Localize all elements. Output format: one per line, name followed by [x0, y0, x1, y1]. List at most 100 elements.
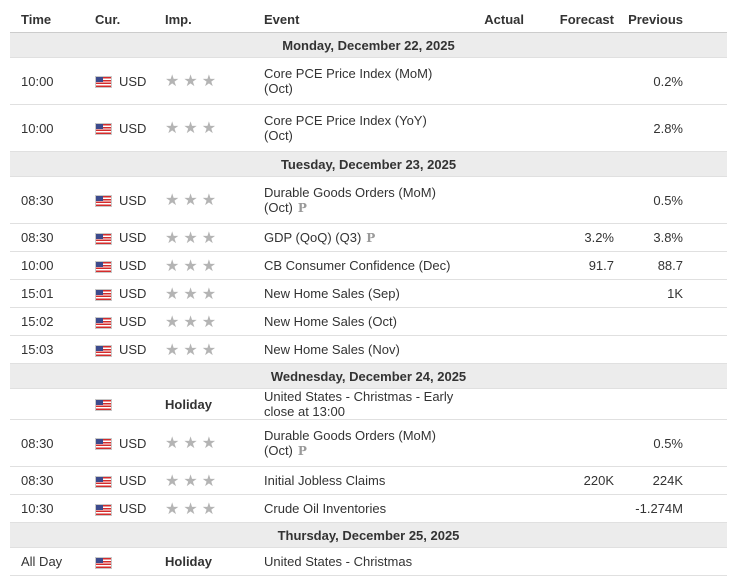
event-time: 15:02 [10, 307, 93, 336]
event-row[interactable]: 15:01 USD ★★★ New Home Sales (Sep) 1K [10, 279, 727, 308]
event-time [10, 388, 93, 420]
actual-value [476, 57, 532, 105]
forecast-value: 3.2% [532, 223, 620, 252]
forecast-value [532, 388, 620, 420]
event-row[interactable]: 15:03 USD ★★★ New Home Sales (Nov) [10, 335, 727, 364]
preliminary-badge-icon: P [297, 444, 307, 458]
importance-star-icons: ★★★ [165, 435, 221, 452]
importance-cell: ★★★ [165, 176, 264, 224]
event-time: 08:30 [10, 176, 93, 224]
forecast-value [532, 494, 620, 523]
us-flag-icon [95, 195, 112, 208]
actual-value [476, 104, 532, 152]
us-flag-icon [95, 475, 112, 488]
previous-value: 88.7 [620, 251, 727, 280]
actual-value [476, 547, 532, 576]
importance-star-icons: ★★★ [165, 229, 221, 247]
importance-star-icons: ★★★ [165, 73, 221, 90]
event-name[interactable]: Core PCE Price Index (MoM) [264, 66, 433, 81]
currency-cell: USD [93, 176, 165, 224]
event-name[interactable]: Durable Goods Orders (MoM) [264, 185, 436, 200]
event-row[interactable]: 10:00 USD ★★★ Core PCE Price Index (MoM) (Oc… [10, 57, 727, 105]
event-name[interactable]: United States - Christmas [264, 554, 413, 569]
event-name[interactable]: New Home Sales (Oct) [264, 314, 397, 329]
importance-cell: ★★★ [165, 419, 264, 467]
event-row[interactable]: Holiday United States - Christmas - Early… [10, 388, 727, 420]
event-name[interactable]: Crude Oil Inventories [264, 501, 387, 516]
event-name[interactable]: Core PCE Price Index (YoY) [264, 113, 427, 128]
event-time: 10:00 [10, 251, 93, 280]
currency-cell: USD [93, 307, 165, 336]
economic-calendar-table: Time Cur. Imp. Event Actual Forecast Pre… [10, 6, 727, 576]
forecast-value [532, 104, 620, 152]
importance-star-icons: ★★★ [165, 472, 221, 490]
event-name[interactable]: New Home Sales (Sep) [264, 286, 400, 301]
actual-value [476, 307, 532, 336]
column-header-currency[interactable]: Cur. [93, 6, 165, 33]
event-row[interactable]: 08:30 USD ★★★ GDP (QoQ) (Q3) P 3.2% 3.8% [10, 223, 727, 252]
column-header-importance[interactable]: Imp. [165, 6, 264, 33]
previous-value: 1K [620, 279, 727, 308]
day-header-row: Monday, December 22, 2025 [10, 32, 727, 58]
previous-value: 224K [620, 466, 727, 495]
event-row[interactable]: 10:30 USD ★★★ Crude Oil Inventories -1.274M [10, 494, 727, 523]
importance-cell: ★★★ [165, 307, 264, 336]
event-cell: New Home Sales (Nov) [264, 335, 476, 364]
previous-value: 0.2% [620, 57, 727, 105]
event-name[interactable]: GDP (QoQ) (Q3) [264, 230, 362, 245]
event-row[interactable]: 15:02 USD ★★★ New Home Sales (Oct) [10, 307, 727, 336]
actual-value [476, 466, 532, 495]
event-cell: Durable Goods Orders (MoM) (Oct) P [264, 419, 476, 467]
event-row[interactable]: 08:30 USD ★★★ Durable Goods Orders (MoM) (Oc… [10, 176, 727, 224]
currency-code: USD [119, 314, 147, 329]
importance-star-icons: ★★★ [165, 192, 221, 209]
event-cell: Durable Goods Orders (MoM) (Oct) P [264, 176, 476, 224]
currency-cell [93, 388, 165, 420]
column-header-forecast[interactable]: Forecast [532, 6, 620, 33]
previous-value: 0.5% [620, 176, 727, 224]
previous-value: -1.274M [620, 494, 727, 523]
currency-code: USD [119, 342, 147, 357]
event-time: 15:03 [10, 335, 93, 364]
column-header-previous[interactable]: Previous [620, 6, 727, 33]
importance-cell: ★★★ [165, 279, 264, 308]
event-cell: United States - Christmas - Early close … [264, 388, 476, 420]
us-flag-icon [95, 232, 112, 245]
event-row[interactable]: 08:30 USD ★★★ Initial Jobless Claims 220K 224… [10, 466, 727, 495]
currency-cell: USD [93, 279, 165, 308]
actual-value [476, 494, 532, 523]
day-header-date: Thursday, December 25, 2025 [10, 522, 727, 548]
currency-cell: USD [93, 223, 165, 252]
event-period-text: (Oct) [264, 200, 293, 215]
currency-code: USD [119, 501, 147, 516]
event-row[interactable]: 10:00 USD ★★★ Core PCE Price Index (YoY) (Oc… [10, 104, 727, 152]
column-header-event[interactable]: Event [264, 6, 476, 33]
forecast-value [532, 419, 620, 467]
preliminary-badge-icon: P [366, 231, 376, 245]
actual-value [476, 388, 532, 420]
event-name[interactable]: CB Consumer Confidence (Dec) [264, 258, 451, 273]
event-name[interactable]: United States - Christmas - Early close … [264, 389, 454, 419]
importance-cell: ★★★ [165, 57, 264, 105]
forecast-value [532, 279, 620, 308]
event-cell: New Home Sales (Oct) [264, 307, 476, 336]
event-cell: Crude Oil Inventories [264, 494, 476, 523]
event-row[interactable]: 10:00 USD ★★★ CB Consumer Confidence (Dec) 9… [10, 251, 727, 280]
day-header-row: Tuesday, December 23, 2025 [10, 151, 727, 177]
previous-value: 0.5% [620, 419, 727, 467]
event-name[interactable]: New Home Sales (Nov) [264, 342, 400, 357]
importance-cell: Holiday [165, 547, 264, 576]
day-header-date: Tuesday, December 23, 2025 [10, 151, 727, 177]
column-header-actual[interactable]: Actual [476, 6, 532, 33]
importance-star-icons: ★★★ [165, 285, 221, 303]
event-name[interactable]: Initial Jobless Claims [264, 473, 386, 488]
event-period: (Oct) [264, 81, 476, 96]
event-period-text: (Oct) [264, 81, 293, 96]
event-row[interactable]: 08:30 USD ★★★ Durable Goods Orders (MoM) (Oc… [10, 419, 727, 467]
event-row[interactable]: All Day Holiday United States - Christmas [10, 547, 727, 576]
event-name[interactable]: Durable Goods Orders (MoM) [264, 428, 436, 443]
forecast-value: 91.7 [532, 251, 620, 280]
event-cell: New Home Sales (Sep) [264, 279, 476, 308]
column-header-time[interactable]: Time [10, 6, 93, 33]
importance-star-icons: ★★★ [165, 341, 221, 359]
